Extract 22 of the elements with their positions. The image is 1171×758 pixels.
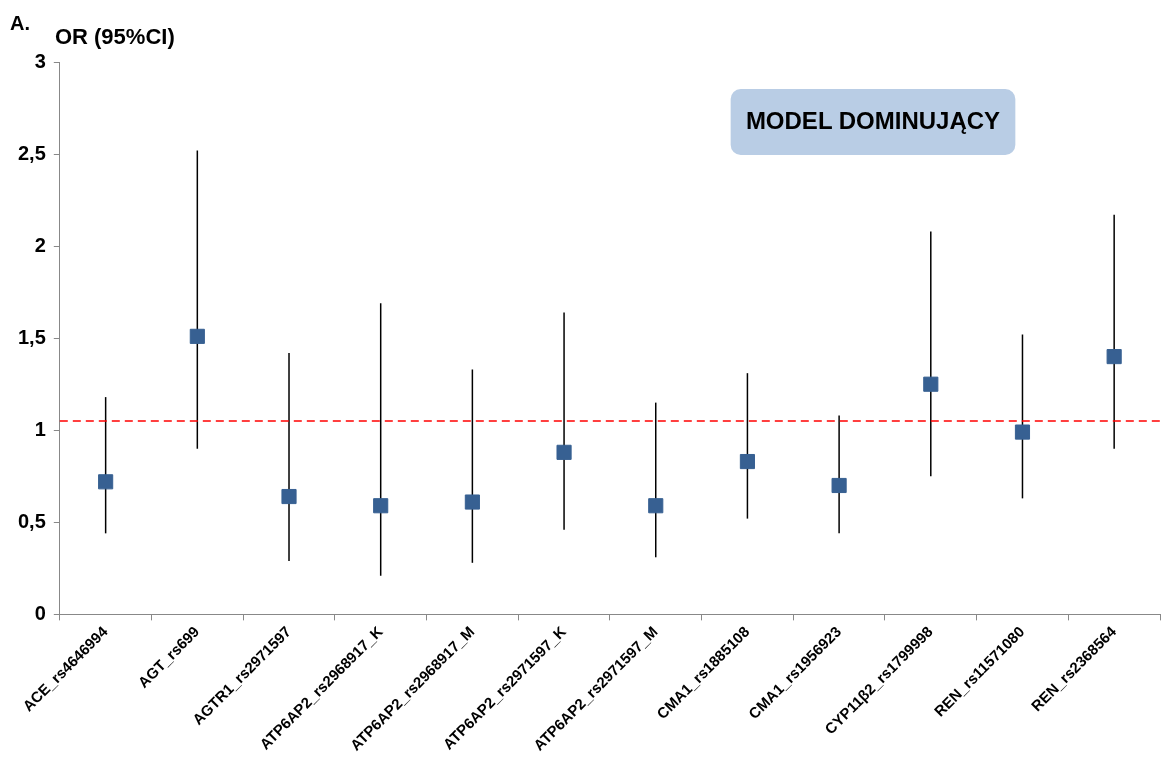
point xyxy=(98,474,114,490)
point xyxy=(189,328,205,344)
y-tick-label: 2 xyxy=(34,233,46,256)
annotation: MODEL DOMINUJĄCY xyxy=(745,106,1001,134)
text: A. xyxy=(10,11,30,34)
y-tick-label: 2,5 xyxy=(17,141,46,164)
point xyxy=(1106,349,1122,365)
point xyxy=(831,477,847,494)
point xyxy=(464,494,480,510)
y-axis-title: OR (95%CI) xyxy=(54,24,175,50)
y-tick-label: 1,5 xyxy=(17,325,46,348)
point xyxy=(923,376,939,392)
point xyxy=(556,444,572,460)
y-tick-label: 0 xyxy=(34,601,46,624)
y-tick-label: 0,5 xyxy=(17,509,46,532)
y-tick-label: 3 xyxy=(34,49,46,72)
point xyxy=(648,498,664,514)
point xyxy=(373,498,389,514)
y-tick-label: 1 xyxy=(34,417,46,440)
point xyxy=(739,453,755,470)
point xyxy=(281,488,297,505)
point xyxy=(1014,424,1031,440)
